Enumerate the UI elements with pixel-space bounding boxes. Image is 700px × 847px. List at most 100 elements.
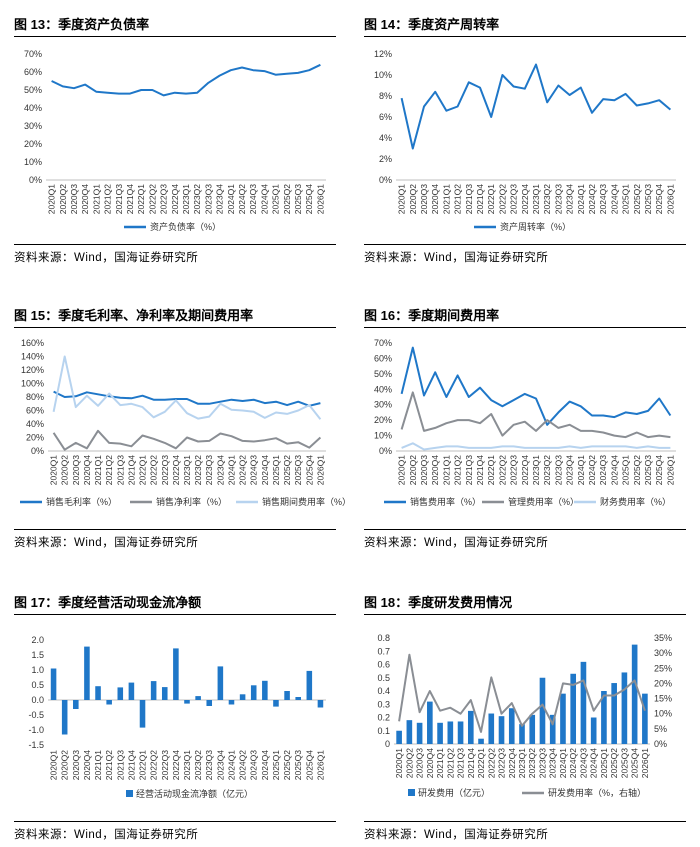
x-tick-label: 2021Q4 — [475, 455, 485, 486]
x-tick-label: 2021Q3 — [115, 455, 125, 486]
x-tick-label: 2025Q4 — [304, 184, 314, 215]
x-tick-label: 2023Q4 — [548, 748, 558, 779]
x-tick-label: 2020Q2 — [60, 455, 70, 486]
x-tick-label: 2025Q2 — [282, 184, 292, 215]
y2-tick-label: 10% — [654, 709, 672, 719]
bar — [406, 720, 413, 744]
x-tick-label: 2023Q2 — [193, 750, 203, 781]
x-tick-label: 2025Q1 — [271, 750, 281, 781]
x-tick-label: 2025Q3 — [643, 184, 653, 215]
bar — [457, 721, 464, 744]
x-tick-label: 2021Q2 — [104, 750, 114, 781]
series-line — [400, 63, 672, 150]
x-tick-label: 2023Q1 — [182, 455, 192, 486]
bar — [467, 710, 474, 744]
y-tick-label: 0.1 — [377, 726, 390, 736]
y2-tick-label: 35% — [654, 633, 672, 643]
y2-tick-label: 0% — [654, 739, 667, 749]
x-tick-label: 2024Q3 — [249, 750, 259, 781]
x-tick-label: 2025Q3 — [643, 455, 653, 486]
series-line — [52, 355, 322, 420]
chart-title: 图 15：季度毛利率、净利率及期间费用率 — [14, 308, 254, 323]
y-tick-label: 8% — [379, 91, 392, 101]
chart-title: 图 18：季度研发费用情况 — [364, 595, 513, 610]
y2-tick-label: 30% — [654, 648, 672, 658]
legend-label: 销售净利率（%） — [156, 496, 227, 507]
bar — [284, 691, 290, 700]
y-tick-label: 40% — [374, 384, 392, 394]
x-tick-label: 2025Q3 — [619, 748, 629, 779]
y2-tick-label: 20% — [654, 678, 672, 688]
y-tick-label: 0.4 — [377, 686, 390, 696]
x-tick-label: 2025Q3 — [293, 455, 303, 486]
x-tick-label: 2020Q2 — [60, 750, 70, 781]
x-tick-label: 2022Q3 — [509, 455, 519, 486]
x-tick-label: 2020Q1 — [397, 184, 407, 215]
x-tick-label: 2023Q4 — [565, 184, 575, 215]
x-tick-label: 2020Q1 — [49, 750, 59, 781]
bar — [580, 661, 587, 744]
x-tick-label: 2020Q4 — [80, 184, 90, 215]
x-tick-label: 2022Q4 — [520, 184, 530, 215]
x-tick-label: 2020Q2 — [58, 184, 68, 215]
x-tick-label: 2025Q3 — [293, 750, 303, 781]
x-tick-label: 2021Q3 — [114, 184, 124, 215]
x-tick-label: 2022Q2 — [497, 455, 507, 486]
bar — [427, 701, 433, 744]
bar — [529, 714, 536, 744]
bar — [173, 648, 179, 700]
x-tick-label: 2024Q1 — [576, 455, 586, 486]
bar — [306, 670, 313, 700]
x-tick-label: 2022Q3 — [160, 455, 170, 486]
chart-panel-14: 图 14：季度资产周转率 0% 2% 4% 6% 8% 10% 12% 2020Q1 2020Q… — [364, 14, 686, 264]
legend-label: 销售费用率（%） — [410, 496, 481, 507]
bar — [128, 682, 135, 700]
x-tick-label: 2024Q3 — [598, 184, 608, 215]
bar — [117, 687, 124, 700]
bar — [642, 693, 648, 744]
x-tick-label: 2023Q3 — [553, 184, 563, 215]
x-tick-label: 2026Q1 — [640, 748, 650, 779]
series-line — [400, 391, 671, 439]
x-tick-label: 2025Q4 — [654, 184, 664, 215]
x-tick-label: 2024Q1 — [226, 455, 236, 486]
chart-18-plot: 0 0.1 0.2 0.3 0.4 0.5 0.6 0.7 0.8 0% 5% 10% 15% 20% 25… — [377, 633, 672, 798]
x-tick-label: 2024Q3 — [249, 455, 259, 486]
y-tick-label: 0.6 — [377, 660, 390, 670]
y-tick-label: 0.5 — [31, 680, 44, 690]
x-tick-label: 2020Q4 — [430, 455, 440, 486]
x-tick-label: 2022Q3 — [509, 184, 519, 215]
bar — [317, 700, 324, 708]
y2-tick-label: 5% — [654, 724, 667, 734]
chart-title: 图 17：季度经营活动现金流净额 — [14, 595, 202, 610]
chart-panel-16: 图 16：季度期间费用率 0% 10% 20% 30% 40% 50% 60% 70% 2020… — [364, 305, 686, 550]
x-tick-label: 2024Q4 — [609, 455, 619, 486]
x-tick-label: 2025Q2 — [632, 184, 642, 215]
source-note: 资料来源：Wind，国海证券研究所 — [364, 829, 549, 841]
y-tick-label: 2% — [379, 154, 392, 164]
bar — [106, 700, 112, 705]
y-tick-label: 1.0 — [31, 665, 44, 675]
x-tick-label: 2024Q2 — [238, 455, 248, 486]
y-tick-label: 0% — [379, 446, 392, 456]
x-tick-label: 2022Q2 — [149, 750, 159, 781]
legend-label: 销售期间费用率（%） — [262, 496, 351, 507]
x-tick-label: 2020Q3 — [69, 184, 79, 215]
x-tick-label: 2022Q2 — [486, 748, 496, 779]
legend-label: 研发费用（亿元） — [418, 787, 490, 798]
x-tick-label: 2021Q4 — [466, 748, 476, 779]
x-tick-label: 2022Q2 — [147, 184, 157, 215]
bar — [84, 646, 90, 700]
chart-panel-15: 图 15：季度毛利率、净利率及期间费用率 0% 20% 40% 60% 80% 100% 1… — [14, 305, 351, 550]
y-tick-label: 70% — [374, 338, 392, 348]
x-tick-label: 2025Q2 — [282, 750, 292, 781]
x-tick-label: 2021Q2 — [104, 455, 114, 486]
bar — [437, 722, 443, 744]
source-note: 资料来源：Wind，国海证券研究所 — [14, 252, 199, 264]
x-tick-label: 2020Q2 — [408, 184, 418, 215]
chart-title: 图 14：季度资产周转率 — [364, 17, 500, 32]
x-tick-label: 2024Q1 — [226, 184, 236, 215]
y-tick-label: 0.7 — [377, 646, 390, 656]
x-tick-label: 2026Q1 — [315, 455, 325, 486]
series-line — [51, 63, 321, 97]
